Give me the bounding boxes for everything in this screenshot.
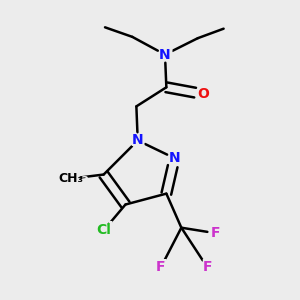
Text: F: F	[211, 226, 220, 240]
Text: CH₃: CH₃	[53, 169, 89, 188]
Text: O: O	[197, 87, 209, 101]
Text: Cl: Cl	[96, 224, 111, 237]
Text: F: F	[154, 258, 167, 277]
Text: N: N	[132, 134, 143, 148]
Text: N: N	[167, 149, 183, 168]
Text: N: N	[157, 45, 173, 64]
Text: F: F	[201, 258, 214, 277]
Text: F: F	[209, 224, 222, 243]
Text: O: O	[195, 85, 211, 104]
Text: Cl: Cl	[93, 221, 114, 240]
Text: N: N	[130, 131, 146, 150]
Text: N: N	[169, 151, 180, 165]
Text: F: F	[156, 260, 166, 274]
Text: CH₃: CH₃	[58, 172, 83, 185]
Text: N: N	[159, 48, 171, 62]
Text: F: F	[202, 260, 212, 274]
